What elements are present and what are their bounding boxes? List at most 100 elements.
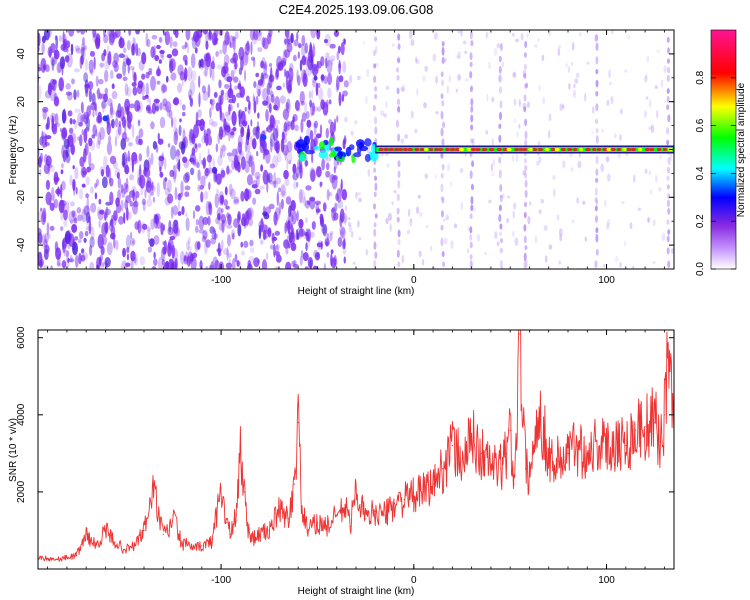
- noise-speck: [434, 173, 437, 180]
- noise-blob: [232, 232, 235, 240]
- noise-blob: [221, 66, 227, 78]
- noise-blob: [110, 225, 116, 240]
- noise-blob: [236, 212, 241, 224]
- noise-speck: [440, 195, 444, 201]
- noise-blob: [242, 120, 248, 127]
- noise-blob: [215, 50, 219, 58]
- noise-speck: [457, 74, 461, 81]
- noise-blob: [201, 85, 207, 94]
- noise-blob: [343, 116, 348, 123]
- noise-speck: [652, 219, 656, 227]
- noise-blob: [325, 235, 330, 246]
- noise-blob: [249, 30, 256, 41]
- vertical-streak-blob: [373, 63, 377, 69]
- noise-blob: [99, 62, 105, 68]
- noise-blob: [223, 199, 228, 207]
- noise-blob: [320, 74, 325, 81]
- noise-blob: [333, 212, 339, 221]
- noise-blob: [81, 183, 86, 188]
- vertical-streak-blob: [667, 260, 671, 269]
- noise-blob: [127, 63, 130, 74]
- noise-blob: [266, 172, 273, 183]
- noise-blob: [74, 236, 79, 241]
- noise-blob: [85, 193, 89, 199]
- vertical-streak-blob: [470, 183, 474, 191]
- snr-point: [187, 541, 189, 543]
- noise-blob: [65, 91, 72, 96]
- noise-blob: [111, 118, 115, 129]
- colorbar-tick-label: 0.6: [695, 118, 706, 132]
- noise-blob: [95, 129, 98, 137]
- noise-blob: [226, 34, 229, 45]
- noise-speck: [410, 110, 414, 119]
- noise-blob: [269, 114, 275, 129]
- noise-speck: [515, 38, 519, 43]
- noise-blob: [80, 114, 83, 123]
- signal-onset-blob: [298, 139, 305, 145]
- noise-blob: [244, 69, 247, 82]
- snr-point: [181, 545, 184, 547]
- noise-blob: [292, 113, 298, 122]
- noise-speck: [568, 83, 571, 90]
- signal-line-segment: [518, 147, 524, 152]
- noise-blob: [64, 55, 70, 63]
- noise-speck: [400, 138, 405, 144]
- snr-point: [293, 483, 295, 485]
- noise-blob: [113, 52, 120, 65]
- noise-speck: [492, 158, 496, 167]
- noise-blob: [253, 100, 257, 114]
- noise-speck: [400, 87, 405, 92]
- vertical-streak-blob: [523, 224, 527, 232]
- noise-blob: [79, 134, 83, 147]
- noise-blob: [68, 258, 75, 263]
- noise-blob: [86, 197, 90, 211]
- noise-speck: [419, 211, 423, 217]
- noise-blob: [109, 191, 114, 206]
- noise-blob: [132, 200, 139, 208]
- noise-blob: [189, 157, 195, 163]
- noise-blob: [161, 53, 165, 61]
- noise-blob: [70, 43, 74, 56]
- snr-line-area: [38, 330, 674, 562]
- snr-point: [659, 441, 662, 443]
- noise-blob: [266, 252, 269, 261]
- noise-blob: [81, 46, 86, 61]
- noise-blob: [224, 122, 231, 136]
- noise-speck: [614, 255, 619, 263]
- noise-blob: [78, 230, 84, 240]
- noise-blob: [109, 69, 114, 80]
- noise-blob: [285, 102, 290, 111]
- noise-blob: [63, 249, 70, 257]
- noise-blob: [193, 30, 200, 43]
- noise-blob: [313, 249, 319, 258]
- noise-blob: [135, 30, 141, 35]
- noise-blob: [328, 191, 332, 197]
- noise-blob: [150, 121, 155, 130]
- snr-point: [667, 344, 669, 347]
- noise-blob: [126, 86, 132, 97]
- signal-line-segment: [578, 147, 583, 152]
- noise-blob: [317, 106, 322, 112]
- noise-blob: [72, 241, 78, 256]
- noise-blob: [60, 206, 64, 221]
- noise-blob: [262, 169, 269, 185]
- noise-blob: [206, 128, 211, 137]
- noise-blob: [228, 131, 231, 142]
- noise-speck: [448, 75, 451, 83]
- noise-blob: [74, 108, 81, 113]
- noise-blob: [114, 136, 118, 147]
- noise-blob: [280, 190, 287, 198]
- noise-blob: [42, 108, 47, 120]
- noise-blob: [179, 118, 182, 123]
- noise-blob: [263, 64, 268, 77]
- noise-blob: [250, 56, 255, 61]
- signal-onset-blob: [345, 146, 352, 157]
- noise-blob: [233, 41, 236, 56]
- noise-blob: [170, 72, 177, 81]
- noise-blob: [316, 242, 323, 248]
- noise-blob: [63, 209, 68, 221]
- noise-blob: [124, 136, 130, 143]
- vertical-streak-blob: [595, 155, 599, 165]
- noise-blob: [73, 119, 78, 130]
